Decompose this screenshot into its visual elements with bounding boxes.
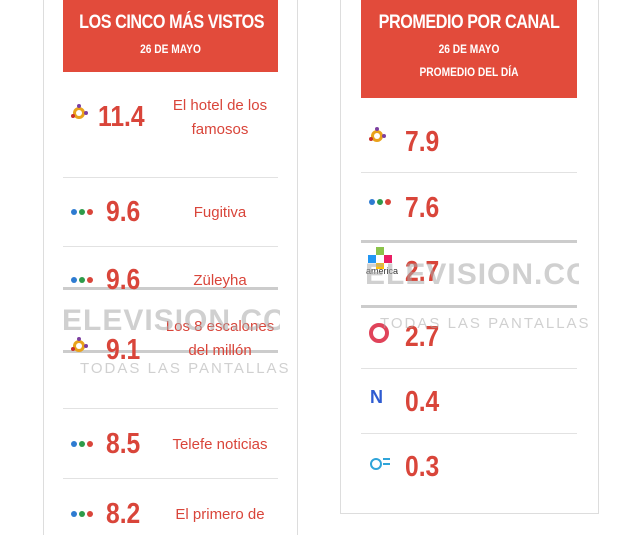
rating: 7.9 [405, 126, 440, 158]
rating: 2.7 [405, 256, 440, 288]
show-name: El primero de [175, 506, 265, 523]
channel-icon [368, 452, 392, 477]
separator [63, 408, 278, 409]
left-panel [43, 0, 298, 535]
channel-icon [70, 203, 96, 221]
separator [63, 478, 278, 479]
separator [63, 177, 278, 178]
rating: 9.6 [106, 196, 141, 228]
channel-icon [70, 435, 96, 453]
rating: 0.4 [405, 386, 440, 418]
show-name: Fugitiva [193, 204, 247, 221]
show-name: Los 8 escalones del millón [165, 318, 275, 359]
rating: 2.7 [405, 321, 440, 353]
separator [361, 172, 577, 173]
watermark: ELEVISION.COM.A [365, 258, 579, 291]
rating: 8.2 [106, 498, 141, 530]
channel-icon: N [368, 387, 390, 414]
separator [361, 240, 577, 243]
right-title: PROMEDIO POR CANAL [378, 12, 560, 33]
separator [63, 350, 278, 353]
rating: 9.1 [106, 334, 141, 366]
separator [63, 287, 278, 290]
channel-icon [368, 193, 394, 211]
rating: 8.5 [106, 428, 141, 460]
watermark-tagline: TODAS LAS PANTALLAS [80, 360, 291, 377]
show-name: Züleyha [193, 272, 247, 289]
left-title: LOS CINCO MÁS VISTOS [79, 12, 265, 33]
channel-icon [70, 104, 88, 127]
rating: 9.6 [106, 264, 141, 296]
separator [361, 368, 577, 369]
watermark-tagline: TODAS LAS PANTALLAS [380, 315, 591, 332]
right-date: 26 DE MAYO [438, 42, 500, 56]
left-date: 26 DE MAYO [140, 42, 201, 56]
left-header: LOS CINCO MÁS VISTOS 26 DE MAYO [63, 0, 278, 72]
right-subtitle: PROMEDIO DEL DÍA [419, 65, 519, 79]
rating: 11.4 [98, 101, 145, 133]
svg-text:N: N [370, 387, 383, 407]
right-panel [340, 0, 599, 514]
channel-icon [70, 337, 88, 360]
channel-icon [368, 322, 390, 349]
channel-icon [368, 127, 386, 150]
separator [361, 433, 577, 434]
show-name: Telefe noticias [172, 436, 268, 453]
channel-icon [70, 505, 96, 523]
rating: 0.3 [405, 451, 440, 483]
channel-icon [368, 247, 396, 282]
show-name: El hotel de los famosos [172, 97, 268, 138]
logo-text: america [366, 266, 399, 276]
watermark: ELEVISION.COM.A [62, 304, 280, 337]
separator [361, 305, 577, 308]
channel-icon [70, 271, 96, 289]
separator [63, 246, 278, 247]
rating: 7.6 [405, 192, 440, 224]
right-header: PROMEDIO POR CANAL 26 DE MAYO PROMEDIO D… [361, 0, 577, 98]
